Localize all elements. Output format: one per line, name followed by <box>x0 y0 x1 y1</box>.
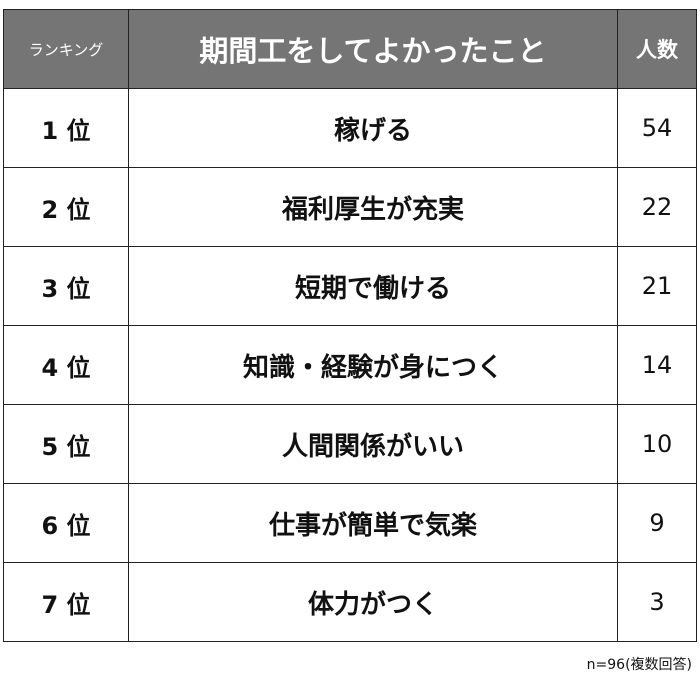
cell-rank: 6 位 <box>3 483 129 563</box>
cell-item: 福利厚生が充実 <box>128 167 618 247</box>
table-row: 2 位福利厚生が充実 22 <box>3 167 697 247</box>
header-item: 期間工をしてよかったこと <box>128 9 618 89</box>
cell-item: 仕事が簡単で気楽 <box>128 483 618 563</box>
cell-item: 人間関係がいい <box>128 404 618 484</box>
sample-note: n=96(複数回答) <box>586 657 692 673</box>
cell-count: 14 <box>617 325 697 405</box>
cell-item: 体力がつく <box>128 562 618 642</box>
cell-rank: 3 位 <box>3 246 129 326</box>
cell-rank: 7 位 <box>3 562 129 642</box>
cell-count: 10 <box>617 404 697 484</box>
header-rank: ランキング <box>3 9 129 89</box>
table-row: 1 位稼げる 54 <box>3 88 697 168</box>
cell-count: 9 <box>617 483 697 563</box>
cell-rank: 2 位 <box>3 167 129 247</box>
ranking-table: ランキング 期間工をしてよかったこと 人数 1 位稼げる 54 2 位福利厚生が充実… <box>3 9 697 642</box>
table-row: 3 位短期で働ける 21 <box>3 246 697 326</box>
cell-count: 54 <box>617 88 697 168</box>
header-count: 人数 <box>617 9 697 89</box>
cell-rank: 4 位 <box>3 325 129 405</box>
table-row: 5 位人間関係がいい 10 <box>3 404 697 484</box>
cell-count: 22 <box>617 167 697 247</box>
cell-rank: 1 位 <box>3 88 129 168</box>
header-row: ランキング 期間工をしてよかったこと 人数 <box>3 9 697 89</box>
cell-item: 稼げる <box>128 88 618 168</box>
cell-rank: 5 位 <box>3 404 129 484</box>
table-row: 6 位仕事が簡単で気楽 9 <box>3 483 697 563</box>
table-row: 7 位体力がつく 3 <box>3 562 697 642</box>
cell-count: 3 <box>617 562 697 642</box>
cell-count: 21 <box>617 246 697 326</box>
cell-item: 短期で働ける <box>128 246 618 326</box>
table-row: 4 位知識・経験が身につく 14 <box>3 325 697 405</box>
cell-item: 知識・経験が身につく <box>128 325 618 405</box>
